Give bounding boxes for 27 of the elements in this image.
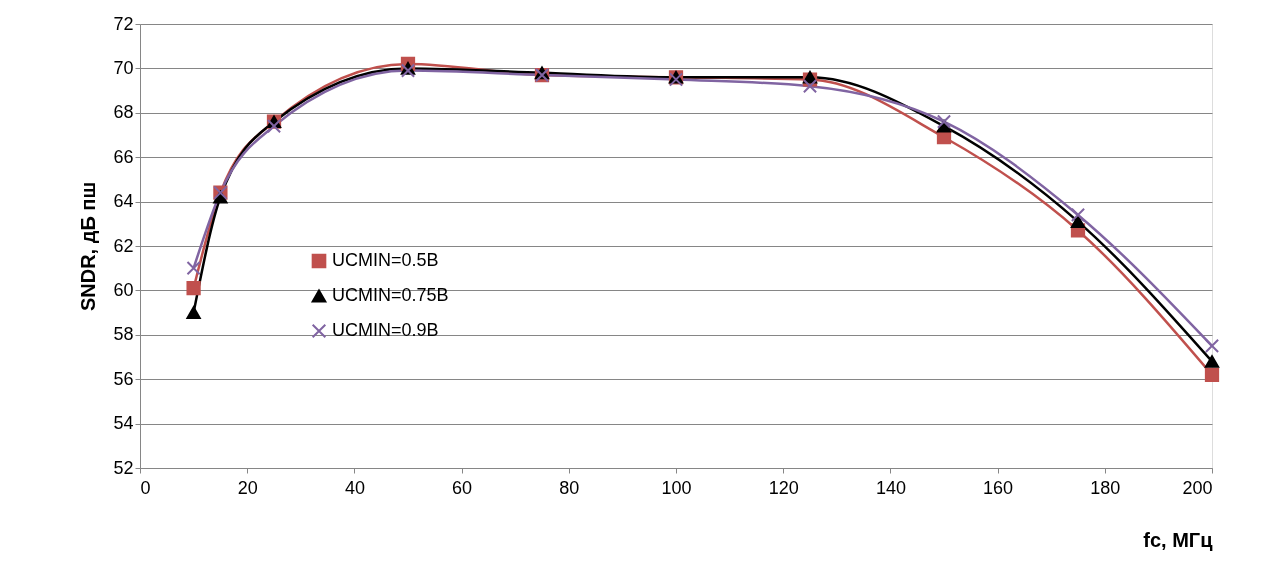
y-tick-label: 68 [113,102,134,123]
x-tick-label: 120 [768,477,799,498]
legend-label: UCMIN=0.5В [332,250,439,270]
x-tick-label: 200 [1182,477,1213,498]
y-tick-label: 70 [113,57,134,78]
x-axis-title: fc, МГц [1143,528,1214,551]
x-tick-label: 20 [237,477,258,498]
y-tick-label: 58 [113,324,134,345]
y-tick-label: 54 [113,413,134,434]
x-tick-label: 100 [661,477,692,498]
x-tick-label: 160 [983,477,1014,498]
legend-label: UCMIN=0.75В [332,285,449,305]
x-tick-label: 140 [875,477,906,498]
y-tick-label: 66 [113,146,134,167]
y-tick-label: 52 [113,457,134,478]
x-tick-label: 180 [1090,477,1121,498]
y-tick-label: 72 [113,13,134,34]
y-tick-label: 60 [113,279,134,300]
y-tick-label: 62 [113,235,134,256]
y-tick-label: 56 [113,368,134,389]
legend-label: UCMIN=0.9В [332,320,439,340]
x-tick-label: 60 [452,477,473,498]
x-tick-label: 80 [559,477,580,498]
y-axis-title: SNDR, дБ пш [77,181,100,312]
y-tick-label: 64 [113,191,134,212]
x-tick-label: 0 [140,477,151,498]
x-tick-label: 40 [344,477,365,498]
